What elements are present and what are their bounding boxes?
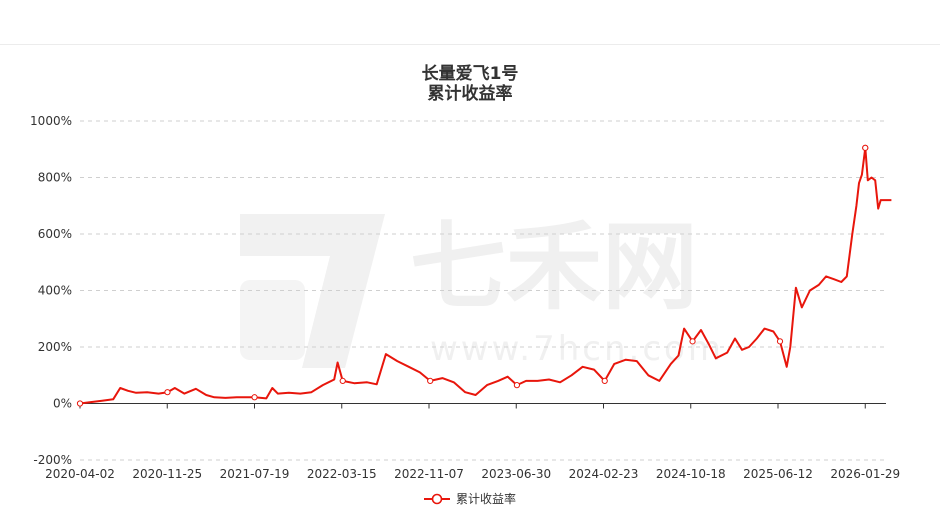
series-markers xyxy=(76,144,869,407)
x-tick-label: 2022-03-15 xyxy=(307,467,377,481)
series-point-marker[interactable] xyxy=(776,338,784,345)
chart-title: 长量爱飞1号 xyxy=(421,64,519,84)
legend[interactable]: 累计收益率 xyxy=(0,490,940,507)
series-point-marker[interactable] xyxy=(427,377,434,384)
series-point-marker[interactable] xyxy=(339,377,346,384)
chart-subtitle: 累计收益率 xyxy=(427,84,513,104)
y-tick-label: 800% xyxy=(38,171,72,185)
x-tick-label: 2025-06-12 xyxy=(743,467,813,481)
x-tick-label: 2022-11-07 xyxy=(394,467,464,481)
x-tick-label: 2023-06-30 xyxy=(481,467,551,481)
legend-item[interactable]: 累计收益率 xyxy=(423,490,516,507)
y-axis-ticks: -200% 0% 200% 400% 600% 800% 1000% xyxy=(30,114,72,467)
series-point-marker[interactable] xyxy=(689,338,696,345)
grid-lines xyxy=(80,120,886,461)
series-point-marker[interactable] xyxy=(513,382,521,389)
y-tick-label: 200% xyxy=(38,340,72,354)
x-axis-ticks: 2020-04-02 2020-11-25 2021-07-19 2022-03-15… xyxy=(45,403,900,481)
series-point-marker[interactable] xyxy=(251,394,258,401)
y-tick-label: 1000% xyxy=(30,114,72,128)
legend-line-icon xyxy=(423,493,450,504)
y-tick-label: 400% xyxy=(38,284,72,298)
series-point-marker[interactable] xyxy=(164,389,171,396)
series-line xyxy=(79,146,892,405)
x-tick-label: 2021-07-19 xyxy=(220,467,290,481)
series-point-marker[interactable] xyxy=(601,377,608,384)
y-tick-label: -200% xyxy=(33,453,72,467)
x-tick-label: 2024-10-18 xyxy=(656,467,726,481)
y-tick-label: 0% xyxy=(53,397,72,411)
series-point-marker[interactable] xyxy=(76,400,84,407)
y-tick-label: 600% xyxy=(38,227,72,241)
top-bar xyxy=(0,0,940,45)
x-tick-label: 2024-02-23 xyxy=(569,467,639,481)
x-tick-label: 2026-01-29 xyxy=(830,467,900,481)
series-point-marker[interactable] xyxy=(862,144,869,151)
x-tick-label: 2020-04-02 xyxy=(45,467,115,481)
legend-label: 累计收益率 xyxy=(455,492,516,506)
x-tick-label: 2020-11-25 xyxy=(132,467,202,481)
